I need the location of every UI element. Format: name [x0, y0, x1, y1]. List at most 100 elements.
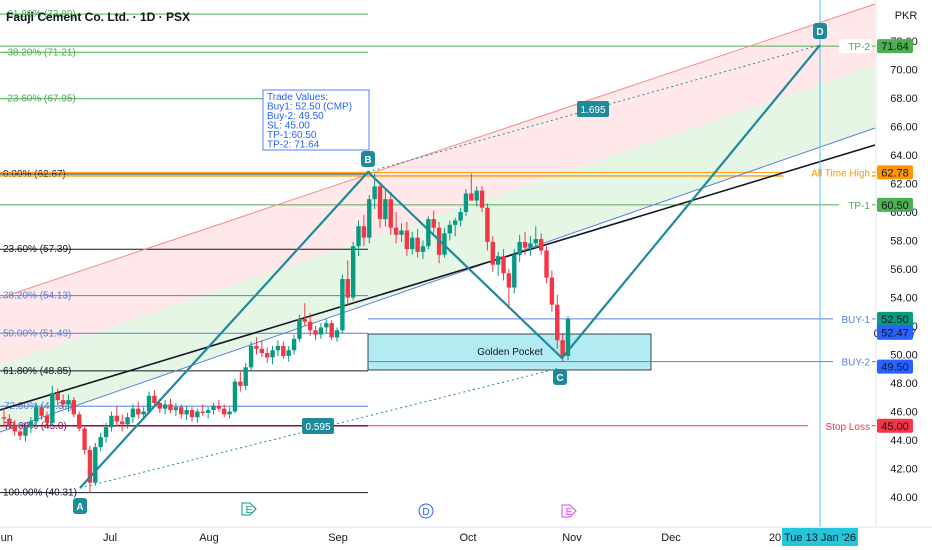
candle-body-0 [1, 417, 7, 419]
channel-upper-zone [0, 4, 875, 365]
golden-pocket-zone [367, 333, 652, 371]
candle-body-30 [162, 404, 168, 409]
candle-body-18 [98, 437, 103, 448]
candle-body-74 [399, 230, 404, 235]
candle-body-2 [12, 425, 17, 432]
level-label-bg-1 [783, 165, 872, 180]
pattern-point-bg-C [553, 369, 567, 385]
candle-body-13 [71, 400, 77, 415]
candle-body-94 [506, 273, 512, 288]
price-tick-0: 40.00 [890, 492, 918, 504]
level-label-5: Stop Loss [826, 422, 870, 433]
candle-body-28 [152, 395, 157, 403]
trade-values-box: Trade Values:Buy1: 52.50 (CMP)Buy-2: 49.… [262, 89, 370, 151]
time-tick-0: Jun [0, 532, 13, 544]
pattern-point-D: D [816, 27, 823, 38]
candle-body-90 [485, 207, 490, 242]
candle-body-67 [361, 226, 367, 238]
candle-body-10 [55, 392, 60, 401]
pattern-point-bg-B [361, 151, 375, 167]
candle-body-87 [469, 193, 474, 201]
candle-body-32 [173, 407, 179, 411]
level-label-1: All Time High [811, 168, 870, 179]
fib-label-5: 38.20% (54.13) [3, 291, 71, 302]
candle-body-24 [130, 408, 136, 418]
candle-body-5 [28, 421, 34, 428]
trade-level-lines: TP-2 All Time High TP-1 BUY-1 BUY-2 Stop Loss [0, 39, 876, 433]
candle-body-3 [17, 431, 23, 436]
candle-body-38 [205, 410, 211, 413]
candle-body-99 [533, 239, 538, 244]
fib-label-8: 72.80% (46.37) [4, 401, 72, 412]
price-tick-12: 64.00 [890, 150, 918, 162]
candle-body-45 [243, 367, 248, 386]
level-label-4: BUY-2 [841, 358, 870, 369]
fib-label-6: 50.00% (51.49) [3, 328, 71, 339]
price-label-3: 52.50 [881, 314, 909, 326]
price-label-4: 52.47 [881, 327, 909, 339]
svg-text:Tue 13 Jan '26: Tue 13 Jan '26 [784, 532, 856, 544]
candle-body-105 [565, 318, 571, 356]
fib-label-9: 78.60% (45.0) [4, 421, 67, 432]
fib-label-0: -61.80% (73.89) [4, 9, 76, 20]
candle-body-4 [23, 427, 28, 436]
candle-body-22 [119, 421, 125, 425]
candle-body-26 [141, 411, 146, 415]
candle-body-91 [490, 241, 495, 265]
golden-pocket-label: Golden Pocket [477, 347, 543, 358]
level-label-bg-2 [839, 197, 872, 212]
candle-body-76 [410, 237, 415, 250]
candle-body-19 [103, 427, 109, 438]
candle-body-73 [393, 227, 399, 235]
candle-body-101 [544, 250, 549, 278]
level-label-2: TP-1 [848, 201, 870, 212]
price-label-bg-6 [877, 418, 913, 433]
candle-body-95 [512, 254, 517, 288]
candle-body-80 [431, 219, 436, 228]
candle-body-100 [538, 239, 544, 251]
candlestick-series [1, 173, 571, 493]
pattern-point-bg-A [73, 498, 87, 514]
price-label-bg-4 [877, 325, 913, 340]
fib-label-7: 61.80% (48.85) [3, 366, 71, 377]
fib-label-3: 0.00% (62.67) [3, 169, 66, 180]
time-tick-4: Oct [459, 532, 476, 544]
candle-body-31 [168, 404, 173, 411]
candle-body-93 [501, 256, 506, 274]
candle-body-42 [227, 411, 232, 415]
svg-text:0.595: 0.595 [305, 422, 330, 433]
candle-body-60 [324, 323, 329, 328]
candle-body-55 [297, 318, 302, 339]
candle-body-58 [313, 330, 318, 335]
price-tick-4: 48.00 [890, 378, 918, 390]
trade-box-line-0: Trade Values: [267, 92, 328, 103]
price-label-bg-5 [877, 359, 913, 374]
event-marker-earnings-aug: E [241, 502, 257, 516]
price-tick-9: 58.00 [890, 236, 918, 248]
candle-body-62 [334, 330, 340, 338]
candle-body-97 [522, 241, 528, 248]
candle-body-78 [420, 246, 426, 252]
candle-body-88 [474, 190, 479, 201]
fib-label-2: -23.60% (67.95) [4, 94, 76, 105]
fib-label-4: 23.60% (57.39) [3, 244, 71, 255]
pattern-point-bg-D [813, 23, 827, 39]
pattern-point-B: B [364, 155, 371, 166]
candle-body-102 [549, 277, 555, 305]
candle-body-54 [291, 338, 297, 351]
price-label-0: 71.64 [881, 41, 909, 53]
price-axis-labels: 71.6462.7860.5052.5004:10:5752.4749.5045… [874, 39, 916, 433]
candle-body-37 [200, 411, 205, 413]
candle-body-41 [222, 408, 227, 415]
chart-title: Fauji Cement Co. Ltd. · 1D · PSX [6, 10, 190, 24]
candle-body-49 [265, 353, 270, 358]
candle-body-57 [307, 321, 313, 331]
candle-body-96 [517, 241, 522, 255]
time-axis-ticks: Jun Jul Aug Sep Oct Nov Dec 20 [0, 532, 781, 544]
price-tick-8: 56.00 [890, 264, 918, 276]
candle-body-39 [211, 405, 216, 411]
time-tick-7: 20 [769, 532, 781, 544]
candle-body-70 [377, 186, 383, 220]
ratio-label-1: 1.695 [577, 101, 609, 117]
